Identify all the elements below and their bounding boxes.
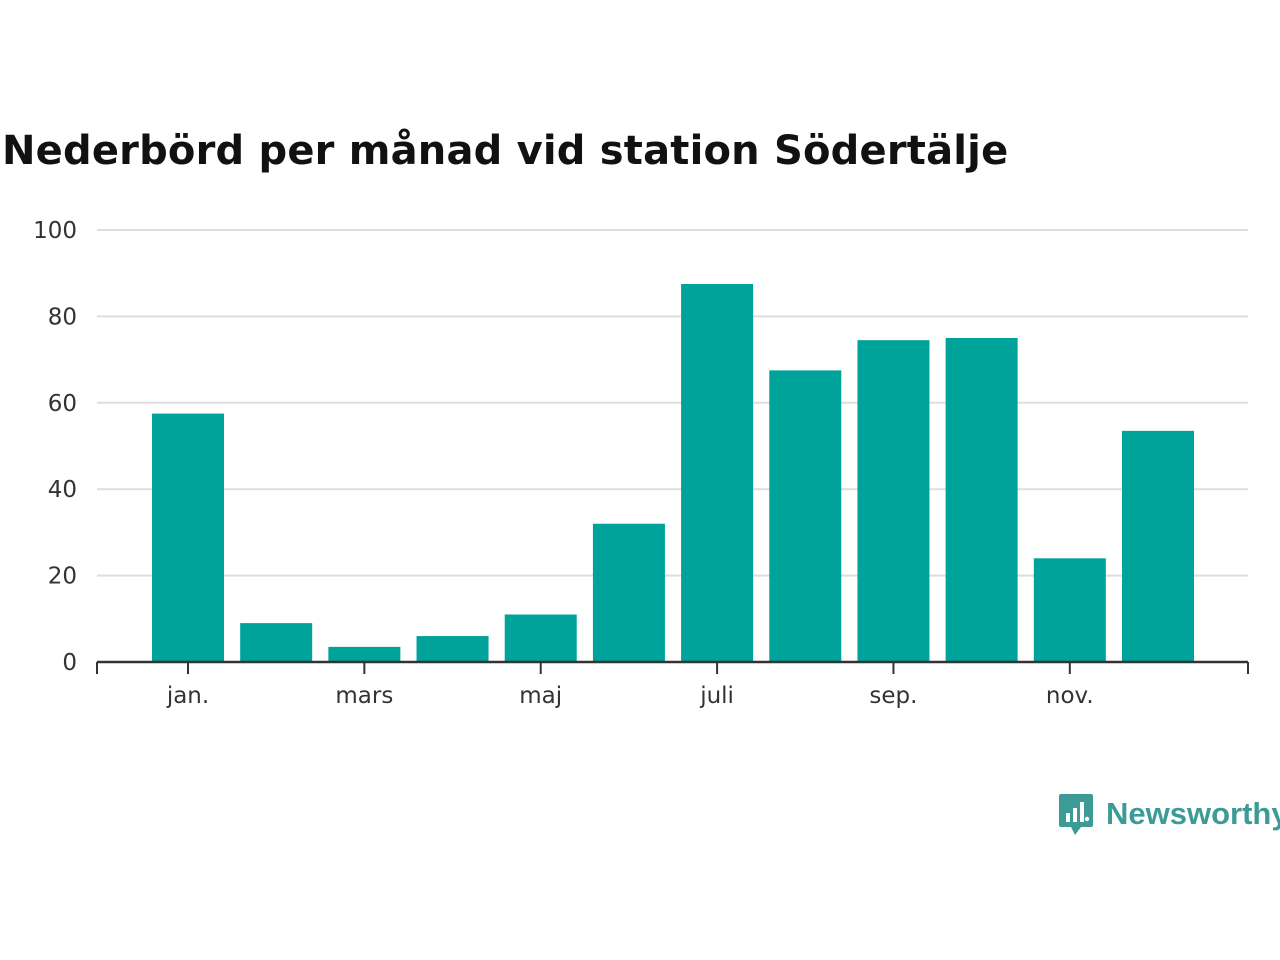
bar-nov [1033,558,1106,662]
y-tick-label: 40 [48,477,77,503]
bar-okt [945,338,1018,662]
y-tick-label: 100 [33,218,77,244]
x-tick-label: maj [519,683,562,709]
brand-logo: Newsworthy [1058,790,1280,838]
newsworthy-logo-icon [1059,794,1093,835]
x-tick-label: sep. [869,683,917,709]
bar-aug [769,370,842,662]
y-tick-label: 60 [48,391,77,417]
chart-title: Nederbörd per månad vid station Södertäl… [2,128,1009,174]
bar-juni [592,523,665,662]
bar-maj [504,614,577,662]
bar-dec [1122,430,1194,662]
bar-feb [240,623,313,662]
x-tick-label: mars [335,683,393,709]
y-tick-label: 80 [48,304,77,330]
y-tick-label: 0 [62,650,77,676]
brand-name: Newsworthy [1106,796,1280,831]
bar-mars [328,646,401,662]
x-tick-label: nov. [1046,683,1094,709]
x-tick-label: jan. [166,683,209,709]
bar-sep [857,340,930,662]
bar-april [416,636,489,662]
bar-jan [152,413,224,662]
y-tick-label: 20 [48,564,77,590]
x-tick-label: juli [699,683,734,709]
bar-juli [681,284,754,662]
